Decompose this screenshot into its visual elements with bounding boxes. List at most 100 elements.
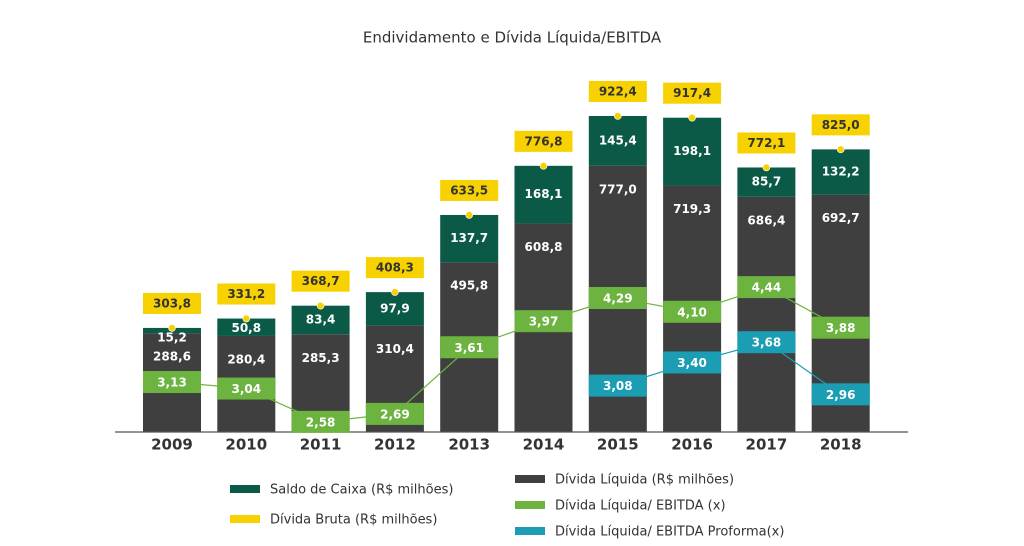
legend-label: Dívida Líquida/ EBITDA Proforma(x): [555, 525, 784, 540]
total-label-box: [811, 114, 870, 136]
total-marker: [539, 162, 548, 170]
legend-label: Dívida Líquida (R$ milhões): [555, 473, 734, 488]
bar-segment: [737, 196, 796, 432]
bar-value-label: 777,0: [599, 182, 637, 196]
total-marker: [465, 211, 474, 219]
x-tick-label: 2014: [523, 436, 565, 454]
legend-swatch: [515, 501, 545, 509]
legend-label: Dívida Líquida/ EBITDA (x): [555, 499, 726, 514]
bar-value-label: 50,8: [231, 321, 261, 335]
bar-value-label: 198,1: [673, 144, 711, 158]
bar-segment: [811, 149, 870, 195]
bar-segment: [737, 167, 796, 197]
bar-value-label: 280,4: [227, 352, 265, 366]
bar-value-label: 83,4: [306, 312, 336, 326]
ratio-label: 2,58: [306, 415, 336, 429]
ratio-box: [737, 276, 796, 299]
ratio-label: 3,40: [677, 356, 707, 370]
ratio-box: [440, 336, 499, 359]
total-marker: [242, 314, 251, 323]
bar-value-label: 145,4: [599, 133, 637, 147]
bar-value-label: 168,1: [525, 187, 563, 201]
ratio-box: [588, 287, 647, 310]
ratio-label: 2,96: [826, 388, 856, 402]
total-label-box: [217, 283, 276, 305]
bar-value-label: 310,4: [376, 342, 414, 356]
total-label: 825,0: [822, 118, 860, 132]
total-label-box: [291, 270, 350, 292]
total-label: 917,4: [673, 86, 711, 100]
bar-value-label: 288,6: [153, 350, 191, 364]
total-label: 368,7: [302, 274, 340, 288]
ratio-box: [663, 351, 722, 374]
legend-label: Saldo de Caixa (R$ milhões): [270, 483, 453, 498]
x-tick-label: 2016: [671, 436, 713, 454]
bar-value-label: 608,8: [525, 240, 563, 254]
ratio-box: [811, 383, 870, 406]
total-marker: [762, 163, 771, 172]
ratio-box: [588, 374, 647, 397]
x-tick-label: 2013: [448, 436, 490, 454]
ratio-label: 3,04: [231, 382, 261, 396]
bar-value-label: 97,9: [380, 301, 410, 315]
ratio-label: 3,61: [454, 341, 484, 355]
bar-segment: [514, 165, 573, 224]
ratio-label: 3,97: [529, 315, 559, 329]
bar-segment: [588, 115, 647, 166]
bar-value-label: 132,2: [822, 165, 860, 179]
total-label-box: [365, 257, 424, 279]
total-marker: [168, 324, 176, 332]
total-label-box: [514, 130, 573, 152]
bar-segment: [440, 214, 499, 263]
ratio-label: 4,10: [677, 305, 707, 319]
total-label: 408,3: [376, 261, 414, 275]
total-marker: [688, 113, 696, 122]
bar-value-label: 15,2: [157, 330, 187, 344]
bar-value-label: 85,7: [752, 175, 782, 189]
ratio-box: [811, 316, 870, 339]
ratio-box: [514, 310, 573, 333]
bar-value-label: 495,8: [450, 279, 488, 293]
ratio-label: 3,68: [752, 336, 782, 350]
bar-value-label: 285,3: [302, 351, 340, 365]
total-marker: [836, 145, 845, 154]
legend-swatch: [230, 515, 260, 523]
total-label: 633,5: [450, 183, 488, 197]
total-label: 331,2: [227, 287, 265, 301]
legend-swatch: [515, 527, 545, 535]
bar-segment: [217, 318, 276, 336]
legend-swatch: [230, 485, 260, 493]
total-marker: [391, 288, 399, 296]
total-label: 776,8: [525, 134, 563, 148]
ratio-line: [171, 286, 841, 423]
bar-segment: [663, 117, 722, 186]
bar-value-label: 692,7: [822, 211, 860, 225]
x-tick-label: 2012: [374, 436, 416, 454]
legend-label: Dívida Bruta (R$ milhões): [270, 513, 437, 528]
ratio-label: 4,44: [752, 281, 782, 295]
ratio-box: [737, 331, 796, 354]
total-label-box: [440, 179, 499, 201]
ratio-label: 2,69: [380, 407, 410, 421]
total-label-box: [737, 132, 796, 154]
total-label-box: [143, 292, 201, 314]
total-label-box: [663, 82, 722, 104]
ratio-label: 4,29: [603, 292, 633, 306]
total-label: 303,8: [153, 296, 191, 310]
ratio-box: [663, 300, 722, 323]
total-label: 922,4: [599, 84, 637, 98]
ratio-box: [217, 377, 276, 400]
total-label-box: [588, 80, 647, 102]
x-tick-label: 2011: [300, 436, 342, 454]
bar-value-label: 137,7: [450, 231, 488, 245]
ratio-label: 3,08: [603, 379, 633, 393]
ratio-label: 3,88: [826, 321, 856, 335]
bar-value-label: 686,4: [747, 213, 785, 227]
x-tick-label: 2018: [820, 436, 862, 454]
x-tick-label: 2017: [746, 436, 788, 454]
legend-swatch: [515, 475, 545, 483]
ratio-label: 3,13: [157, 376, 187, 390]
ratio-line: [617, 341, 842, 395]
bar-segment: [365, 292, 424, 326]
